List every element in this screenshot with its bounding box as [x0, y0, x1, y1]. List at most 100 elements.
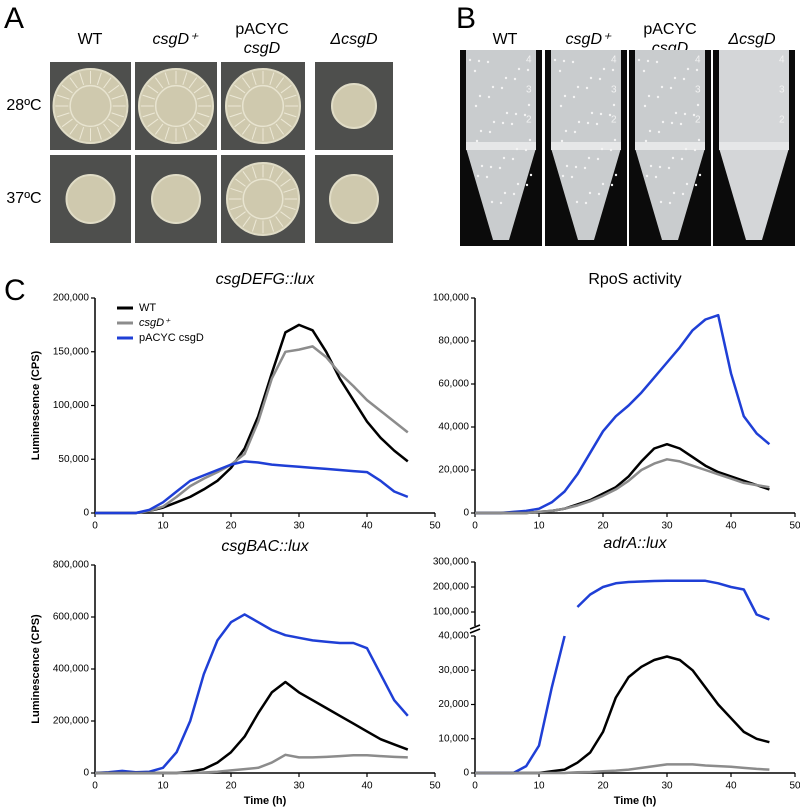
aggregate: [468, 58, 472, 62]
tube-band: [635, 142, 705, 150]
tube-scale: 2: [611, 115, 617, 126]
aggregate: [573, 130, 577, 134]
aggregate: [474, 104, 478, 108]
aggregate: [512, 192, 516, 196]
aggregate: [681, 192, 685, 196]
tube-scale: 2: [526, 115, 532, 126]
aggregate: [692, 113, 696, 117]
colony-wrinkle: [79, 72, 85, 86]
aggregate: [697, 138, 701, 142]
aggregate: [487, 95, 491, 99]
colony: [225, 68, 301, 144]
aggregate: [685, 182, 689, 186]
tube-scale: 2: [779, 115, 785, 126]
colony-wrinkle: [230, 187, 243, 193]
colony: [52, 68, 129, 144]
colony-wrinkle: [61, 118, 73, 128]
aggregate: [577, 120, 581, 124]
colony-wrinkle: [111, 112, 125, 118]
colony-wrinkle: [108, 84, 120, 94]
aggregate: [589, 76, 593, 80]
tube-scale: 4: [779, 55, 785, 66]
aggregate: [504, 76, 508, 80]
aggregate: [565, 164, 569, 168]
aggregate: [645, 174, 649, 178]
colony-wrinkle: [280, 211, 291, 220]
aggregate: [479, 129, 483, 133]
colony-wrinkle: [275, 123, 285, 135]
x-tick-label: 0: [472, 521, 478, 532]
x-tick-label: 10: [533, 521, 545, 532]
aggregate: [571, 60, 575, 64]
tube-scale: 4: [526, 55, 532, 66]
aggregate: [585, 86, 589, 90]
colony-wrinkle: [269, 126, 275, 140]
colony-wrinkle: [275, 216, 284, 227]
colony-wrinkle: [283, 94, 297, 100]
legend-label: csgD⁺: [139, 317, 171, 329]
series-line: [475, 635, 566, 775]
x-tick-label: 20: [597, 521, 609, 532]
y-tick-label: 0: [83, 508, 89, 519]
tube-scale: 3: [526, 85, 532, 96]
series-line: [576, 579, 770, 621]
y-tick-label: 0: [463, 508, 469, 519]
column-label: pACYC: [643, 21, 696, 38]
aggregate: [609, 148, 613, 152]
aggregate: [526, 68, 530, 72]
aggregate: [611, 68, 615, 72]
aggregate: [679, 122, 683, 126]
tube-scale: 4: [611, 55, 617, 66]
aggregate: [492, 120, 496, 124]
aggregate: [602, 67, 606, 71]
aggregate: [584, 201, 588, 205]
aggregate: [523, 113, 527, 117]
aggregate: [659, 200, 663, 204]
y-tick-label: 10,000: [438, 733, 469, 744]
aggregate: [649, 164, 653, 168]
series-line: [95, 323, 409, 515]
aggregate: [527, 103, 531, 107]
colony-wrinkle: [229, 94, 243, 100]
x-tick-label: 10: [157, 521, 169, 532]
colony-wrinkle: [79, 126, 85, 140]
x-tick-label: 10: [533, 781, 545, 792]
tube-band: [719, 142, 789, 150]
colony-wrinkle: [61, 84, 73, 94]
aggregate: [601, 182, 605, 186]
aggregate: [517, 67, 521, 71]
chart-title: RpoS activity: [588, 271, 681, 288]
colony-wrinkle: [269, 219, 275, 232]
colony-wrinkle: [96, 72, 102, 86]
tube-scale: 3: [695, 85, 701, 96]
row-label: 37ºC: [6, 190, 41, 207]
aggregate: [490, 200, 494, 204]
aggregate: [510, 122, 514, 126]
x-tick-label: 20: [225, 521, 237, 532]
aggregate: [600, 147, 604, 151]
x-tick-label: 40: [725, 521, 737, 532]
panel-label: B: [456, 2, 476, 35]
colony-ring: [69, 84, 112, 128]
y-tick-label: 200,000: [53, 716, 90, 727]
aggregate: [683, 112, 687, 116]
colony-wrinkle: [182, 72, 188, 86]
colony-wrinkle: [230, 205, 243, 211]
colony-wrinkle: [142, 94, 156, 100]
axis-break: [469, 628, 481, 634]
x-tick-label: 50: [429, 521, 441, 532]
aggregate: [693, 148, 697, 152]
axis-break: [469, 624, 481, 630]
aggregate: [501, 121, 505, 125]
aggregate: [695, 68, 699, 72]
aggregate: [562, 59, 566, 63]
aggregate: [486, 60, 490, 64]
colony-wrinkle: [103, 77, 112, 89]
colony-wrinkle: [280, 84, 292, 94]
aggregate: [488, 130, 492, 134]
colony-wrinkle: [280, 118, 292, 128]
aggregate: [667, 166, 671, 170]
series-line: [475, 655, 770, 775]
colony-ring: [154, 84, 198, 128]
